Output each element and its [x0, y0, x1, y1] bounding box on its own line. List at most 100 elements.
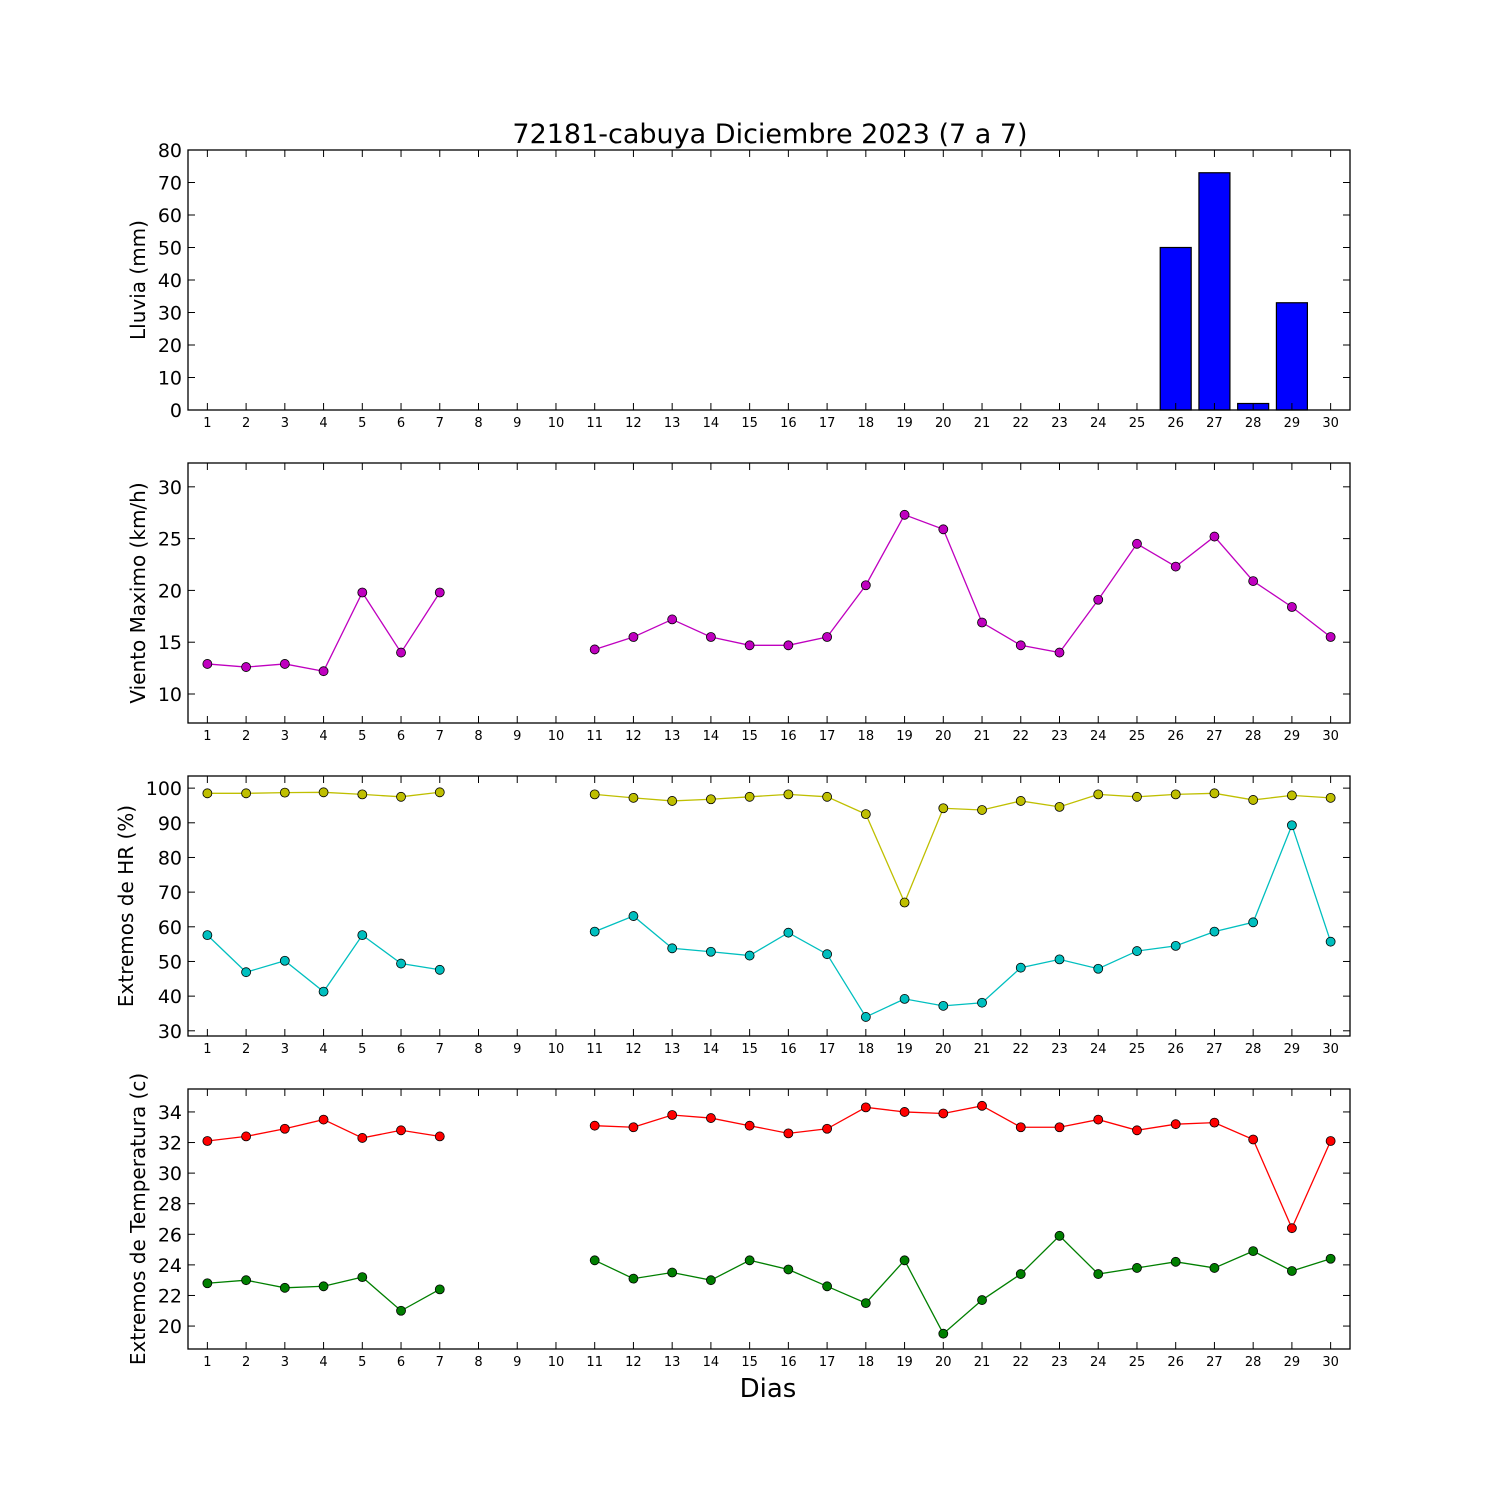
series-2-point-day-2 — [241, 1275, 252, 1286]
x-tick-label: 12 — [625, 729, 642, 744]
series-2-point-day-3 — [279, 1282, 290, 1293]
x-tick-label: 27 — [1206, 416, 1223, 431]
series-1-point-day-24 — [1093, 1114, 1104, 1125]
x-tick-label: 16 — [780, 1355, 797, 1370]
series-1-point-day-27 — [1209, 531, 1220, 542]
x-tick-label: 27 — [1206, 1042, 1223, 1057]
bar-day-27 — [1198, 172, 1231, 411]
series-1-point-day-22 — [1015, 796, 1026, 806]
series-2-point-day-19 — [899, 994, 910, 1004]
series-2-point-day-23 — [1054, 1230, 1065, 1241]
series-1-point-day-13 — [667, 1110, 678, 1120]
x-tick-label: 25 — [1129, 729, 1146, 744]
x-tick-label: 10 — [548, 729, 565, 744]
x-tick-label: 2 — [242, 416, 250, 431]
series-1-point-day-16 — [783, 1128, 794, 1139]
x-tick-label: 9 — [513, 1355, 521, 1370]
y-tick-label: 10 — [158, 684, 182, 706]
series-1-point-day-26 — [1170, 1119, 1181, 1130]
series-1-point-day-15 — [744, 791, 755, 802]
series-1-point-day-28 — [1248, 1134, 1259, 1145]
series-2-point-day-16 — [783, 1264, 794, 1275]
x-tick-label: 7 — [436, 416, 444, 431]
x-tick-label: 14 — [703, 1355, 720, 1370]
series-1-point-day-15 — [744, 1120, 755, 1131]
chart-title: 72181-cabuya Diciembre 2023 (7 a 7) — [512, 119, 1027, 150]
series-1-point-day-21 — [977, 805, 987, 815]
x-tick-label: 3 — [281, 416, 289, 431]
series-2-point-day-7 — [434, 1284, 445, 1295]
x-tick-label: 29 — [1284, 1042, 1301, 1057]
bar-day-29 — [1275, 302, 1309, 411]
x-tick-label: 20 — [935, 1042, 952, 1057]
series-2-point-day-5 — [357, 1272, 368, 1283]
series-1-point-day-19 — [899, 509, 910, 520]
series-2-point-day-12 — [628, 1273, 639, 1284]
x-tick-label: 30 — [1322, 729, 1339, 744]
series-2-point-day-17 — [822, 949, 832, 960]
series-1-point-day-2 — [241, 788, 252, 799]
x-tick-label: 13 — [664, 416, 681, 431]
series-1-point-day-27 — [1209, 788, 1220, 799]
x-tick-label: 11 — [586, 1042, 603, 1057]
x-tick-label: 9 — [513, 416, 521, 431]
y-tick-label: 90 — [158, 813, 182, 835]
series-2-point-day-14 — [706, 946, 716, 957]
x-tick-label: 6 — [397, 416, 405, 431]
x-tick-label: 10 — [548, 1042, 565, 1057]
x-tick-label: 17 — [819, 1355, 836, 1370]
x-tick-label: 26 — [1167, 416, 1184, 431]
series-2-point-day-13 — [667, 1267, 678, 1278]
series-1-point-day-7 — [434, 587, 445, 598]
series-2-point-day-18 — [860, 1012, 871, 1022]
series-1-point-day-5 — [357, 1133, 368, 1143]
x-tick-label: 16 — [780, 416, 797, 431]
y-tick-label: 15 — [158, 632, 182, 654]
x-tick-label: 8 — [474, 1355, 482, 1370]
series-1-point-day-4 — [318, 787, 329, 798]
x-tick-label: 15 — [741, 729, 758, 744]
x-tick-label: 22 — [1012, 416, 1029, 431]
series-2-point-day-1 — [202, 1278, 213, 1289]
x-tick-label: 26 — [1167, 1042, 1184, 1057]
y-tick-label: 26 — [158, 1224, 182, 1246]
series-1-point-day-23 — [1054, 1122, 1065, 1133]
series-1-point-day-24 — [1093, 789, 1104, 800]
series-2-point-day-12 — [628, 911, 639, 921]
y-tick-label: 50 — [158, 951, 182, 973]
x-tick-label: 26 — [1167, 1355, 1184, 1370]
series-1-point-day-13 — [667, 796, 678, 806]
series-2-point-day-4 — [318, 986, 329, 997]
series-2-point-day-24 — [1093, 1269, 1104, 1279]
series-2-point-day-3 — [279, 955, 290, 966]
series-1-point-day-28 — [1248, 576, 1259, 586]
y-tick-label: 20 — [158, 335, 182, 357]
x-tick-label: 11 — [586, 1355, 603, 1370]
series-1-point-day-27 — [1209, 1117, 1220, 1128]
series-1-point-day-23 — [1054, 801, 1065, 812]
series-2-point-day-15 — [744, 950, 755, 961]
series-2-point-day-29 — [1287, 1266, 1297, 1276]
x-tick-label: 28 — [1245, 1355, 1262, 1370]
series-1-point-day-18 — [860, 809, 871, 820]
series-1-point-day-28 — [1248, 795, 1259, 805]
series-1-point-day-29 — [1287, 602, 1297, 612]
series-1-point-day-20 — [938, 803, 949, 814]
x-tick-label: 3 — [281, 1355, 289, 1370]
series-1-point-day-17 — [822, 632, 832, 642]
y-tick-label: 50 — [158, 238, 182, 260]
series-1-point-day-15 — [744, 640, 755, 651]
x-tick-label: 11 — [586, 729, 603, 744]
y-tick-label: 20 — [158, 580, 182, 602]
x-axis-label: Dias — [740, 1374, 797, 1404]
series-1-point-day-7 — [434, 787, 445, 798]
x-tick-label: 3 — [281, 1042, 289, 1057]
x-tick-label: 24 — [1090, 1355, 1107, 1370]
x-tick-label: 20 — [935, 729, 952, 744]
y-tick-label: 80 — [158, 140, 182, 162]
y-tick-label: 34 — [158, 1102, 182, 1124]
series-2-point-day-21 — [977, 997, 987, 1008]
y-tick-label: 32 — [158, 1133, 182, 1155]
